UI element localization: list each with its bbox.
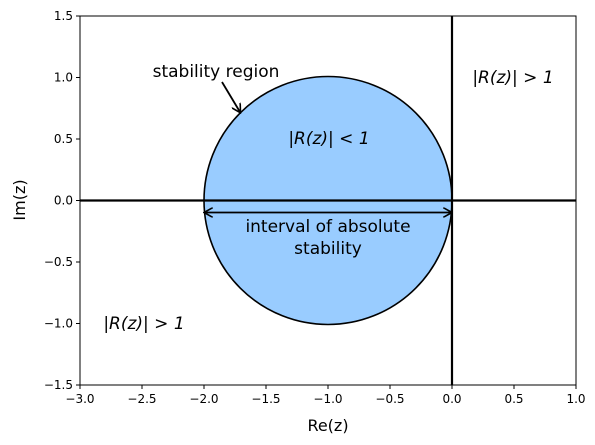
x-tick-label: 0.5: [504, 392, 523, 406]
x-ticks: −3.0 −2.5 −2.0 −1.5 −1.0 −0.5 0.0 0.5 1.0: [65, 385, 586, 406]
y-tick-label: 1.5: [54, 9, 73, 23]
y-tick-label: 0.5: [54, 132, 73, 146]
y-tick-label: −0.5: [44, 255, 73, 269]
x-tick-label: −1.0: [313, 392, 342, 406]
annotation-outside-right: |R(z)| > 1: [472, 68, 553, 88]
y-tick-label: −1.0: [44, 317, 73, 331]
y-axis-label: Im(z): [10, 179, 29, 220]
x-tick-label: −3.0: [65, 392, 94, 406]
x-tick-label: 0.0: [442, 392, 461, 406]
stability-region-arrow: [221, 81, 240, 112]
x-tick-label: 1.0: [566, 392, 585, 406]
y-tick-label: 0.0: [54, 194, 73, 208]
annotation-interval-line1: interval of absolute: [245, 217, 410, 237]
x-tick-label: −2.0: [189, 392, 218, 406]
y-ticks: 1.5 1.0 0.5 0.0 −0.5 −1.0 −1.5: [44, 9, 80, 392]
y-tick-label: 1.0: [54, 71, 73, 85]
annotation-stability-region: stability region: [153, 62, 280, 82]
annotation-inside: |R(z)| < 1: [288, 129, 369, 149]
annotation-interval-line2: stability: [294, 239, 362, 259]
annotation-outside-left: |R(z)| > 1: [103, 314, 184, 334]
y-tick-label: −1.5: [44, 378, 73, 392]
x-axis-label: Re(z): [307, 416, 348, 435]
x-tick-label: −1.5: [251, 392, 280, 406]
x-tick-label: −0.5: [375, 392, 404, 406]
x-tick-label: −2.5: [127, 392, 156, 406]
